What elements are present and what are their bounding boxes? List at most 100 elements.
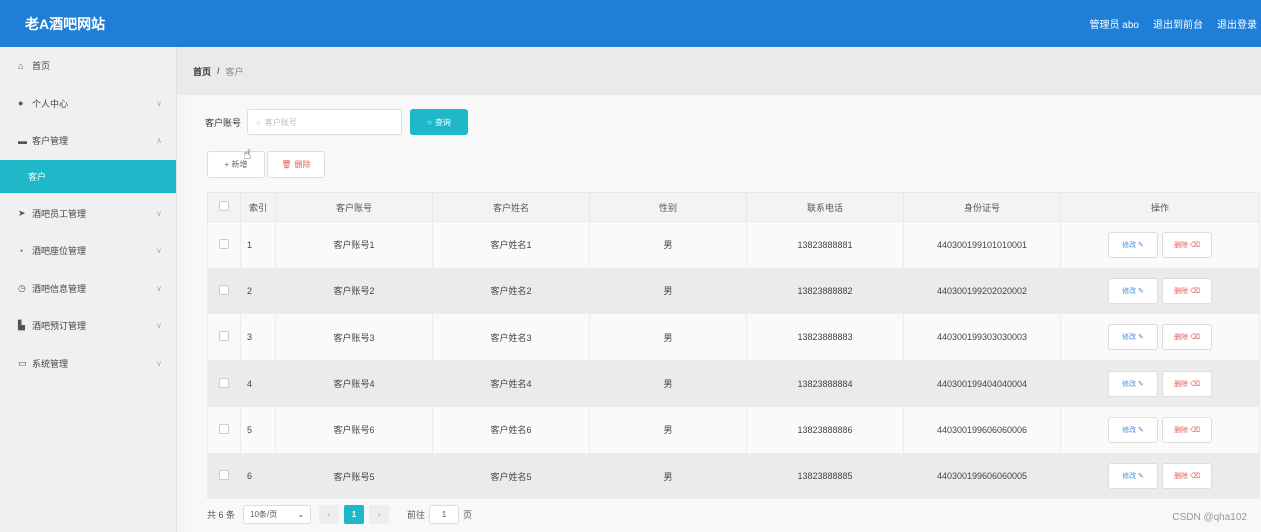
cell-index: 4 <box>240 360 276 407</box>
cell-id-card: 440300199606060006 <box>903 406 1061 453</box>
site-brand: 老A酒吧网站 <box>25 15 106 32</box>
delete-button[interactable]: 🗑 删除 <box>267 151 325 178</box>
chevron-down-icon: ∨ <box>156 358 162 368</box>
cell-phone: 13823888885 <box>746 452 904 500</box>
watermark: CSDN @qha102 <box>1172 512 1247 523</box>
next-page-button[interactable]: › <box>369 505 390 524</box>
cell-index: 6 <box>240 452 276 500</box>
remove-button[interactable]: 删除 ⌫ <box>1162 324 1212 351</box>
edit-button[interactable]: 修改 ✎ <box>1108 416 1158 443</box>
row-checkbox[interactable] <box>207 452 241 500</box>
page-size-value: 10条/页 <box>250 510 278 519</box>
search-input[interactable]: ○ 客户账号 <box>247 109 403 135</box>
breadcrumb-separator: / <box>217 66 220 76</box>
exit-front-link[interactable]: 退出到前台 <box>1153 20 1203 31</box>
breadcrumb-current: 客户 <box>225 66 244 77</box>
cell-phone: 13823888882 <box>746 267 904 315</box>
sidebar-subitem-customer[interactable]: 客户 <box>0 159 176 193</box>
column-header: 索引 <box>240 192 276 222</box>
sidebar-item-info[interactable]: ◷ 酒吧信息管理 ∨ <box>0 270 176 308</box>
remove-button[interactable]: 删除 ⌫ <box>1162 231 1212 258</box>
sidebar-item-staff[interactable]: ➤ 酒吧员工管理 ∨ <box>0 195 176 233</box>
admin-label: 管理员 abo <box>1089 20 1139 31</box>
sidebar-item-system[interactable]: ▭ 系统管理 ∨ <box>0 345 176 383</box>
delete-button-label: 删除 <box>294 160 311 169</box>
cell-name: 客户姓名2 <box>432 267 590 315</box>
query-button[interactable]: ○ 查询 <box>410 109 469 135</box>
search-row: 客户账号 ○ 客户账号 ○ 查询 <box>205 109 469 135</box>
sidebar-item-seats[interactable]: ◔ 酒吧座位管理 ∨ <box>0 232 176 270</box>
user-icon: ● <box>18 98 24 109</box>
sidebar-item-label: 酒吧信息管理 <box>32 283 87 294</box>
page-size-select[interactable]: 10条/页 ⌄ <box>243 505 312 524</box>
row-checkbox[interactable] <box>207 314 241 361</box>
cell-index: 2 <box>240 267 276 315</box>
cell-name: 客户姓名1 <box>432 221 590 268</box>
sidebar-item-label: 酒吧座位管理 <box>32 246 87 257</box>
remove-button[interactable]: 删除 ⌫ <box>1162 416 1212 443</box>
home-icon: ⌂ <box>18 60 24 71</box>
cell-actions: 修改 ✎ 删除 ⌫ <box>1060 314 1260 361</box>
row-checkbox[interactable] <box>207 360 241 407</box>
cell-actions: 修改 ✎ 删除 ⌫ <box>1060 452 1260 500</box>
sidebar-item-label: 酒吧预订管理 <box>32 321 87 332</box>
cell-id-card: 440300199202020002 <box>903 267 1061 315</box>
chevron-down-icon: ∨ <box>156 98 162 108</box>
row-checkbox[interactable] <box>207 267 241 315</box>
send-icon: ➤ <box>18 207 26 218</box>
logout-link[interactable]: 退出登录 <box>1217 20 1257 31</box>
edit-button[interactable]: 修改 ✎ <box>1108 463 1158 490</box>
chevron-down-icon: ∨ <box>156 283 162 293</box>
hand-cursor-icon: ☝ <box>243 146 252 162</box>
cell-id-card: 440300199303030003 <box>903 314 1061 361</box>
table-row: 4 客户账号4 客户姓名4 男 13823888884 440300199404… <box>207 360 1260 407</box>
edit-button[interactable]: 修改 ✎ <box>1108 231 1158 258</box>
cell-phone: 13823888883 <box>746 314 904 361</box>
cell-name: 客户姓名5 <box>432 452 590 500</box>
sidebar-item-label: 个人中心 <box>32 98 69 109</box>
page-number-active[interactable]: 1 <box>344 505 365 524</box>
prev-page-button[interactable]: ‹ <box>319 505 340 524</box>
edit-button[interactable]: 修改 ✎ <box>1108 277 1158 304</box>
goto-page-input[interactable]: 1 <box>429 505 460 524</box>
content-panel: 客户账号 ○ 客户账号 ○ 查询 + 新增 🗑 删除 <box>191 95 1261 532</box>
row-checkbox[interactable] <box>207 406 241 453</box>
cell-actions: 修改 ✎ 删除 ⌫ <box>1060 406 1260 453</box>
column-header: 性别 <box>589 192 747 222</box>
column-header: 身份证号 <box>903 192 1061 222</box>
remove-button[interactable]: 删除 ⌫ <box>1162 370 1212 397</box>
select-all-checkbox[interactable] <box>207 192 241 222</box>
pagination: 共 6 条 10条/页 ⌄ ‹ 1 › 前往 1 页 <box>207 505 472 524</box>
sidebar-item-profile[interactable]: ● 个人中心 ∨ <box>0 85 176 123</box>
chat-icon: ▭ <box>18 357 27 368</box>
remove-button[interactable]: 删除 ⌫ <box>1162 277 1212 304</box>
gauge-icon: ◔ <box>18 245 24 256</box>
main-content: 首页 / 客户 客户账号 ○ 客户账号 ○ 查询 + 新增 🗑 删除 <box>177 47 1261 532</box>
cell-account: 客户账号4 <box>275 360 433 407</box>
edit-button[interactable]: 修改 ✎ <box>1108 370 1158 397</box>
cell-phone: 13823888886 <box>746 406 904 453</box>
cell-gender: 男 <box>589 452 747 500</box>
chevron-down-icon: ⌄ <box>297 510 305 519</box>
bag-icon: ▙ <box>18 320 25 331</box>
edit-button[interactable]: 修改 ✎ <box>1108 324 1158 351</box>
search-icon: ○ <box>427 117 432 127</box>
table-header-row: 索引 客户账号 客户姓名 性别 联系电话 身份证号 操作 <box>207 192 1260 222</box>
column-header: 联系电话 <box>746 192 904 222</box>
row-checkbox[interactable] <box>207 221 241 268</box>
chevron-up-icon: ∧ <box>156 136 162 146</box>
add-button[interactable]: + 新增 <box>207 151 265 178</box>
cell-gender: 男 <box>589 406 747 453</box>
sidebar-item-label: 首页 <box>32 61 51 72</box>
cell-gender: 男 <box>589 267 747 315</box>
sidebar-item-customers[interactable]: ▬ 客户管理 ∧ <box>0 122 176 160</box>
sidebar-item-label: 系统管理 <box>32 358 69 369</box>
remove-button[interactable]: 删除 ⌫ <box>1162 463 1212 490</box>
sidebar-item-home[interactable]: ⌂ 首页 <box>0 47 176 85</box>
table-row: 2 客户账号2 客户姓名2 男 13823888882 440300199202… <box>207 267 1260 315</box>
sidebar: ⌂ 首页 ● 个人中心 ∨ ▬ 客户管理 ∧ 客户 ➤ 酒吧员工管理 ∨ ◔ 酒… <box>0 47 177 532</box>
sidebar-item-booking[interactable]: ▙ 酒吧预订管理 ∨ <box>0 307 176 345</box>
breadcrumb-home[interactable]: 首页 <box>193 66 212 77</box>
column-header: 客户账号 <box>275 192 433 222</box>
cell-index: 5 <box>240 406 276 453</box>
